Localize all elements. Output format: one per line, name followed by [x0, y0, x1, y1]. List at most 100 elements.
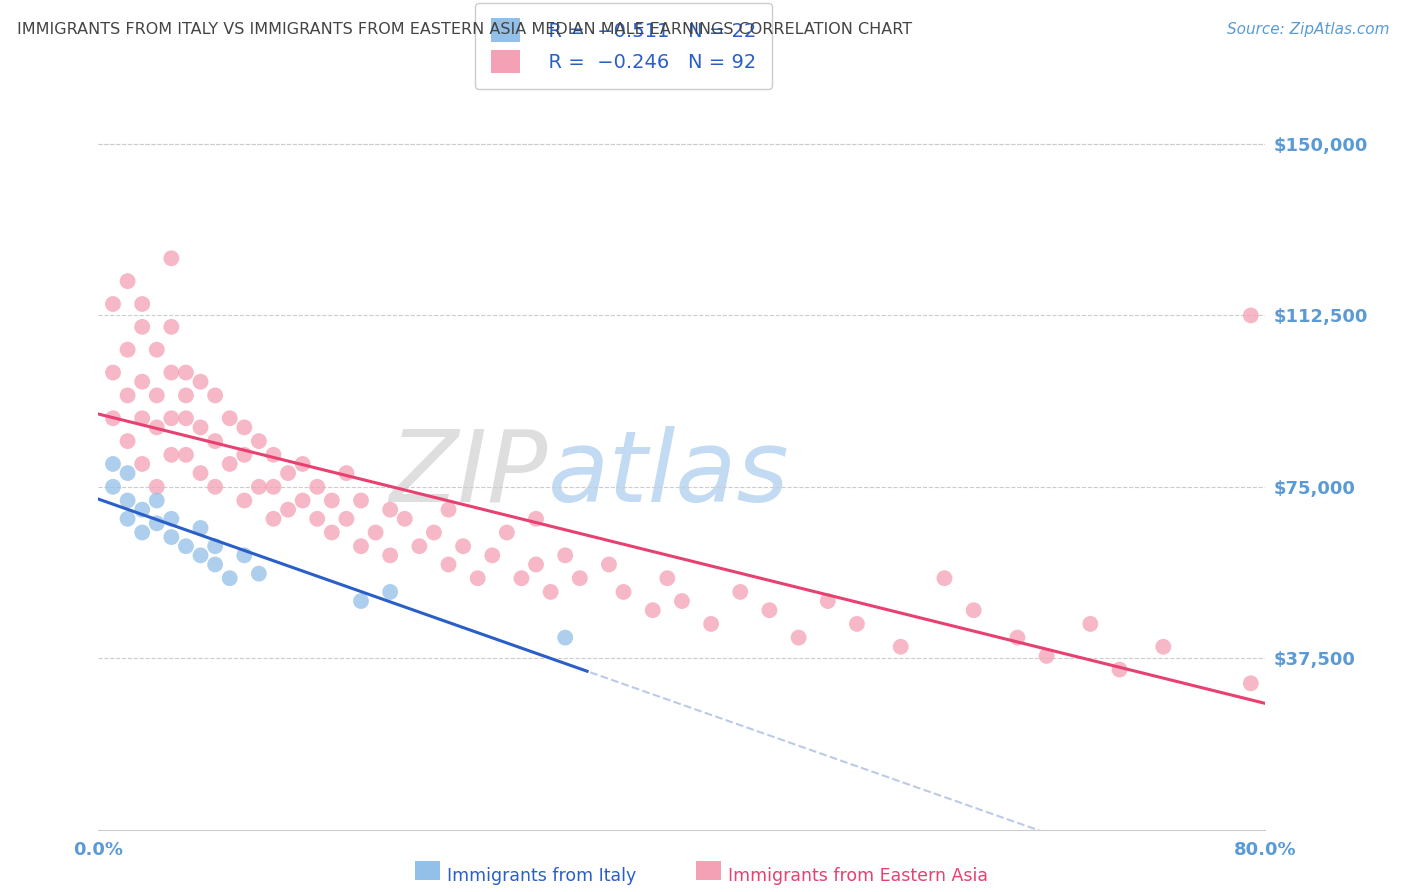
Point: [524, 512, 547, 526]
Point: [1240, 676, 1263, 690]
Point: [846, 616, 869, 631]
Point: [218, 571, 240, 585]
Point: [174, 388, 197, 402]
Point: [612, 585, 634, 599]
Point: [204, 434, 226, 449]
Text: atlas: atlas: [548, 425, 789, 523]
Point: [1080, 616, 1102, 631]
Legend:   R =  −0.511   N = 22,   R =  −0.246   N = 92: R = −0.511 N = 22, R = −0.246 N = 92: [475, 3, 772, 89]
Point: [350, 539, 373, 553]
Point: [117, 493, 139, 508]
Point: [1152, 640, 1174, 654]
Point: [641, 603, 664, 617]
Point: [146, 516, 169, 531]
Point: [131, 375, 153, 389]
Point: [117, 343, 139, 357]
Point: [321, 525, 343, 540]
Point: [204, 539, 226, 553]
Point: [408, 539, 430, 553]
Point: [380, 585, 402, 599]
Point: [190, 549, 212, 563]
Point: [204, 558, 226, 572]
Point: [451, 539, 474, 553]
Point: [101, 297, 124, 311]
Point: [160, 411, 183, 425]
Point: [510, 571, 533, 585]
Point: [700, 616, 723, 631]
Point: [1240, 309, 1263, 323]
Point: [131, 297, 153, 311]
Point: [117, 466, 139, 480]
Point: [218, 411, 240, 425]
Point: [817, 594, 839, 608]
Point: [174, 366, 197, 380]
Point: [307, 480, 329, 494]
Point: [146, 480, 169, 494]
Point: [423, 525, 446, 540]
Point: [146, 343, 169, 357]
Text: Immigrants from Eastern Asia: Immigrants from Eastern Asia: [728, 867, 988, 885]
Point: [350, 594, 373, 608]
Point: [190, 521, 212, 535]
Point: [262, 448, 284, 462]
Point: [524, 558, 547, 572]
Point: [131, 525, 153, 540]
Point: [671, 594, 693, 608]
Point: [277, 502, 299, 516]
Point: [481, 549, 503, 563]
Point: [262, 480, 284, 494]
Point: [730, 585, 752, 599]
Text: IMMIGRANTS FROM ITALY VS IMMIGRANTS FROM EASTERN ASIA MEDIAN MALE EARNINGS CORRE: IMMIGRANTS FROM ITALY VS IMMIGRANTS FROM…: [17, 22, 912, 37]
Point: [233, 493, 256, 508]
Point: [101, 411, 124, 425]
Point: [190, 375, 212, 389]
Point: [101, 366, 124, 380]
Point: [174, 411, 197, 425]
Point: [233, 448, 256, 462]
Point: [364, 525, 387, 540]
Point: [291, 493, 314, 508]
Point: [1108, 663, 1130, 677]
Point: [117, 274, 139, 288]
Point: [131, 411, 153, 425]
Point: [117, 388, 139, 402]
Point: [540, 585, 562, 599]
Point: [437, 558, 460, 572]
Point: [307, 512, 329, 526]
Point: [335, 466, 357, 480]
Text: Immigrants from Italy: Immigrants from Italy: [447, 867, 637, 885]
Point: [335, 512, 357, 526]
Point: [758, 603, 780, 617]
Point: [657, 571, 679, 585]
Point: [146, 388, 169, 402]
Point: [262, 512, 284, 526]
Point: [247, 434, 270, 449]
Point: [890, 640, 912, 654]
Text: ZIP: ZIP: [389, 425, 548, 523]
Point: [554, 631, 576, 645]
Point: [160, 366, 183, 380]
Point: [160, 512, 183, 526]
Point: [321, 493, 343, 508]
Point: [160, 252, 183, 266]
Point: [277, 466, 299, 480]
Point: [233, 549, 256, 563]
Point: [174, 448, 197, 462]
Point: [131, 457, 153, 471]
Point: [437, 502, 460, 516]
Point: [787, 631, 810, 645]
Point: [131, 502, 153, 516]
Point: [934, 571, 956, 585]
Point: [350, 493, 373, 508]
Point: [467, 571, 489, 585]
Point: [218, 457, 240, 471]
Point: [598, 558, 620, 572]
Point: [146, 493, 169, 508]
Point: [204, 480, 226, 494]
Point: [160, 319, 183, 334]
Point: [160, 448, 183, 462]
Point: [380, 502, 402, 516]
Point: [131, 319, 153, 334]
Point: [394, 512, 416, 526]
Point: [962, 603, 984, 617]
